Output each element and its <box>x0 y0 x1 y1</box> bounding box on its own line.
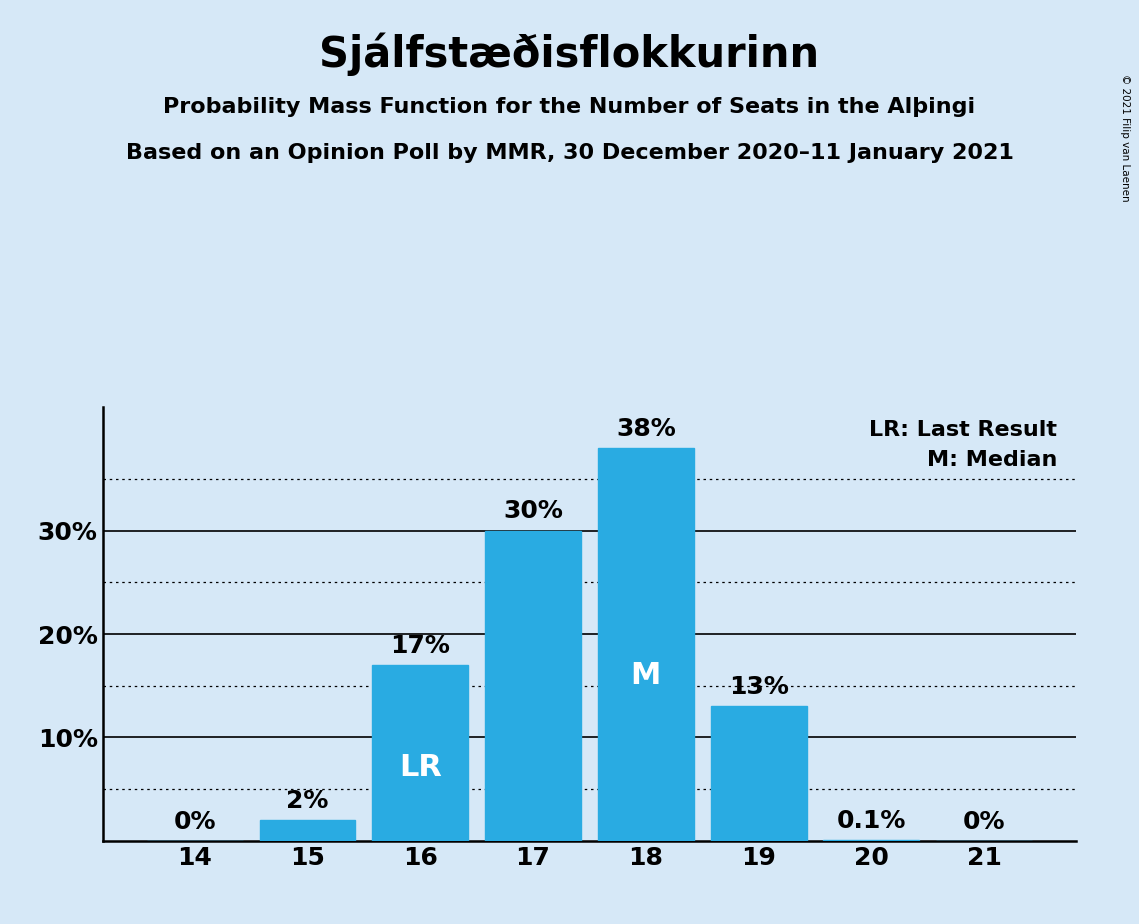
Text: Probability Mass Function for the Number of Seats in the Alþingi: Probability Mass Function for the Number… <box>163 97 976 117</box>
Text: 38%: 38% <box>616 417 675 441</box>
Text: Sjálfstæðisflokkurinn: Sjálfstæðisflokkurinn <box>319 32 820 76</box>
Text: 2%: 2% <box>286 789 329 813</box>
Bar <box>485 530 581 841</box>
Text: 0%: 0% <box>962 809 1006 833</box>
Text: M: Median: M: Median <box>926 450 1057 470</box>
Bar <box>260 821 355 841</box>
Text: 30%: 30% <box>503 499 563 523</box>
Bar <box>711 707 806 841</box>
Bar <box>598 448 694 841</box>
Bar <box>372 665 468 841</box>
Text: 0.1%: 0.1% <box>837 808 906 833</box>
Text: LR: Last Result: LR: Last Result <box>869 419 1057 440</box>
Text: Based on an Opinion Poll by MMR, 30 December 2020–11 January 2021: Based on an Opinion Poll by MMR, 30 Dece… <box>125 143 1014 164</box>
Text: M: M <box>631 662 661 690</box>
Text: 17%: 17% <box>391 634 450 658</box>
Text: 13%: 13% <box>729 675 788 699</box>
Text: LR: LR <box>399 752 442 782</box>
Bar <box>823 840 919 841</box>
Text: 0%: 0% <box>173 809 216 833</box>
Text: © 2021 Filip van Laenen: © 2021 Filip van Laenen <box>1120 74 1130 201</box>
